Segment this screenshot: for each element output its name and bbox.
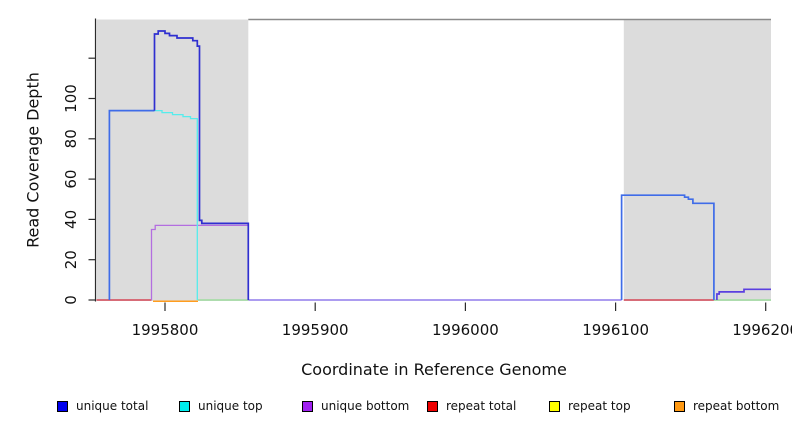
x-tick-label: 1996200	[732, 321, 792, 339]
x-tick-label: 1995800	[132, 321, 199, 339]
legend-label: repeat total	[446, 399, 517, 413]
legend-item-unique-bottom: unique bottom	[302, 399, 409, 413]
y-axis-title: Read Coverage Depth	[23, 72, 43, 248]
series-unique-total-tail	[716, 288, 771, 300]
series-unique-total-left	[108, 109, 155, 300]
legend-item-unique-total: unique total	[57, 399, 148, 413]
x-tick-label: 1996000	[432, 321, 499, 339]
legend-label: repeat bottom	[693, 399, 780, 413]
legend-label: repeat top	[568, 399, 631, 413]
legend-swatch	[179, 400, 190, 412]
legend-label: unique total	[76, 399, 149, 413]
legend-item-repeat-bottom: repeat bottom	[674, 399, 779, 413]
y-tick-label: 20	[62, 250, 80, 269]
legend-label: unique top	[198, 399, 263, 413]
legend: unique total unique top unique bottom repea…	[0, 399, 792, 419]
y-tick-label: 60	[62, 170, 80, 189]
legend-item-repeat-total: repeat total	[427, 399, 516, 413]
legend-item-repeat-top: repeat top	[549, 399, 631, 413]
y-tick-label: 80	[62, 129, 80, 148]
series-unique-total-peak	[153, 30, 250, 300]
legend-item-unique-top: unique top	[179, 399, 263, 413]
series-unique-top	[153, 109, 198, 300]
x-axis-title: Coordinate in Reference Genome	[301, 360, 567, 379]
legend-swatch	[302, 400, 313, 412]
y-tick-label: 100	[62, 84, 80, 113]
x-tick-label: 1996100	[582, 321, 649, 339]
legend-swatch	[674, 400, 685, 412]
legend-swatch	[549, 400, 560, 412]
y-tick-label: 0	[62, 295, 80, 305]
legend-swatch	[427, 400, 438, 412]
shaded-region	[96, 19, 249, 301]
legend-label: unique bottom	[321, 399, 410, 413]
y-tick-label: 40	[62, 210, 80, 229]
series-unique-total-right	[620, 194, 715, 300]
shaded-region	[623, 19, 771, 301]
legend-swatch	[57, 400, 68, 412]
x-tick-label: 1995900	[282, 321, 349, 339]
